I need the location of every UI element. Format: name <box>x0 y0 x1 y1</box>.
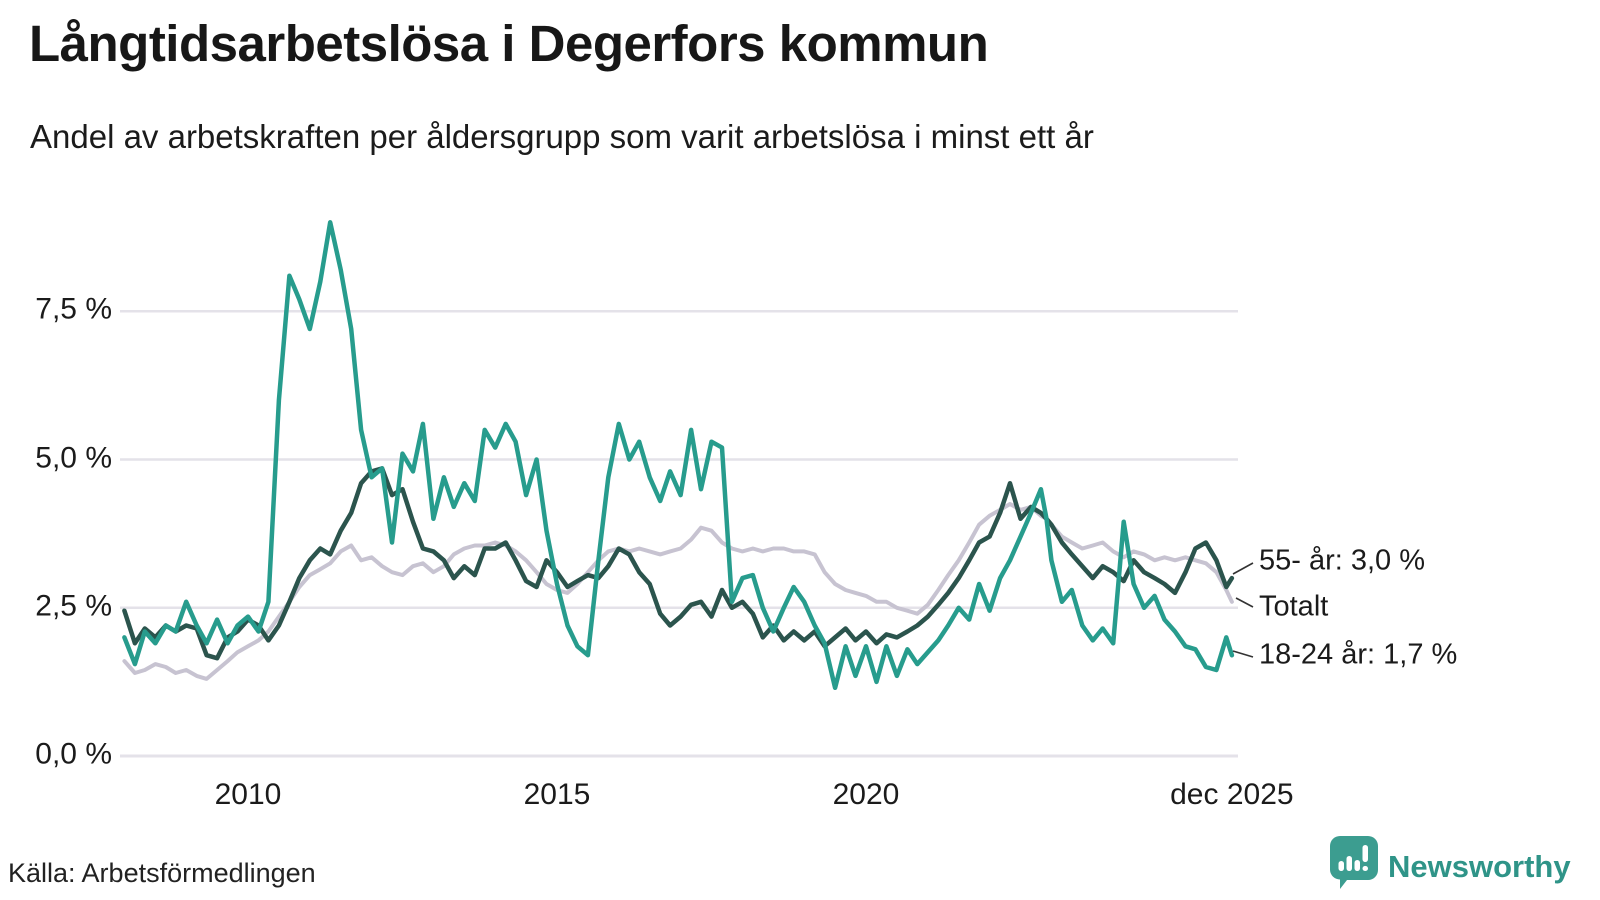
leader-line-1 <box>1235 597 1254 608</box>
y-axis-tick-label: 0,0 % <box>35 737 112 771</box>
series-line-totalt <box>122 502 1234 681</box>
y-axis-tick-label: 2,5 % <box>35 589 112 623</box>
leader-line-2 <box>1232 650 1254 658</box>
series-line-55-r <box>122 466 1235 661</box>
leader-line-0 <box>1232 562 1254 575</box>
newsworthy-wordmark: Newsworthy <box>1388 848 1571 884</box>
newsworthy-brand: Newsworthy <box>1330 836 1571 895</box>
source-note: Källa: Arbetsförmedlingen <box>8 858 316 888</box>
x-axis-tick-label: 2015 <box>523 778 591 811</box>
y-axis-tick-label: 5,0 % <box>35 441 112 475</box>
series-end-label-55: 55- år: 3,0 % <box>1259 544 1426 577</box>
x-axis-tick-label: 2010 <box>214 778 282 811</box>
series-end-label-18-24: 18-24 år: 1,7 % <box>1259 638 1458 671</box>
series-line-18-24-r <box>122 220 1235 691</box>
x-axis-tick-label: 2020 <box>832 778 900 811</box>
y-axis-tick-label: 7,5 % <box>35 292 112 326</box>
newsworthy-logo-icon <box>1330 836 1378 895</box>
page-title: Långtidsarbetslösa i Degerfors kommun <box>29 15 989 72</box>
x-axis-tick-label: dec 2025 <box>1170 778 1294 811</box>
page-subtitle: Andel av arbetskraften per åldersgrupp s… <box>30 118 1094 155</box>
series-end-label-totalt: Totalt <box>1259 590 1329 623</box>
